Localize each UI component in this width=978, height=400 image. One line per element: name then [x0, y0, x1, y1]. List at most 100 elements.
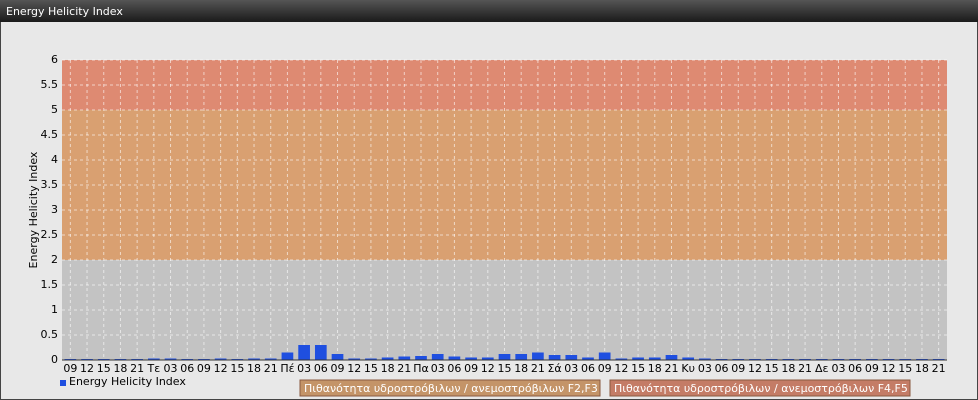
x-tick-label: 03: [164, 362, 178, 375]
y-axis-label: Energy Helicity Index: [27, 151, 40, 268]
band-legend-label: Πιθανότητα υδροστρόβιλων / ανεμοστρόβιλω…: [614, 382, 908, 395]
x-tick-label: 12: [882, 362, 896, 375]
x-tick-label: 21: [264, 362, 278, 375]
y-tick-label: 4.5: [41, 128, 59, 141]
x-tick-label: 12: [347, 362, 361, 375]
x-tick-label: 18: [381, 362, 395, 375]
bar: [582, 357, 594, 360]
x-tick-label: Τε: [147, 362, 161, 375]
x-tick-label: Πέ: [280, 362, 294, 375]
x-tick-label: 06: [715, 362, 729, 375]
title-bar: [0, 0, 978, 22]
x-tick-label: 21: [531, 362, 545, 375]
x-tick-label: 03: [698, 362, 712, 375]
y-tick-label: 2.5: [41, 228, 59, 241]
y-tick-label: 3: [51, 203, 58, 216]
bar: [615, 358, 628, 360]
band-legend-label: Πιθανότητα υδροστρόβιλων / ανεμοστρόβιλω…: [304, 382, 598, 395]
bar: [448, 356, 461, 360]
bar: [465, 357, 477, 360]
x-tick-label: 15: [97, 362, 111, 375]
x-tick-label: 09: [598, 362, 612, 375]
x-tick-label: 09: [63, 362, 77, 375]
bar: [699, 358, 711, 360]
x-tick-label: Πα: [413, 362, 429, 375]
x-tick-label: 09: [197, 362, 211, 375]
x-tick-label: 03: [831, 362, 845, 375]
x-tick-label: 09: [464, 362, 478, 375]
legend-label: Energy Helicity Index: [69, 375, 186, 388]
y-tick-label: 1.5: [41, 278, 59, 291]
x-tick-label: 18: [113, 362, 127, 375]
bar: [648, 357, 661, 360]
x-tick-label: Δε: [815, 362, 829, 375]
bar: [682, 357, 695, 360]
x-tick-label: 06: [581, 362, 595, 375]
x-tick-label: 18: [514, 362, 528, 375]
band-legend-box: [299, 379, 601, 397]
bar: [532, 352, 544, 360]
x-tick-label: 15: [765, 362, 779, 375]
bar: [214, 358, 227, 360]
y-tick-label: 6: [51, 53, 58, 66]
x-tick-label: 15: [364, 362, 378, 375]
y-tick-label: 0.5: [41, 328, 59, 341]
bar: [481, 357, 494, 360]
bar: [248, 358, 260, 360]
x-tick-label: 15: [230, 362, 244, 375]
x-tick-label: 18: [781, 362, 795, 375]
x-tick-label: 06: [447, 362, 461, 375]
x-tick-label: 21: [664, 362, 678, 375]
x-tick-label: 15: [631, 362, 645, 375]
x-tick-label: 21: [932, 362, 946, 375]
y-tick-label: 1: [51, 303, 58, 316]
x-tick-label: 12: [214, 362, 228, 375]
y-tick-label: 0: [51, 353, 58, 366]
y-tick-label: 5.5: [41, 78, 59, 91]
bar: [415, 356, 427, 360]
y-tick-label: 4: [51, 153, 58, 166]
x-tick-label: 03: [431, 362, 445, 375]
bar: [314, 345, 327, 360]
x-tick-label: Κυ: [681, 362, 695, 375]
x-tick-label: 09: [731, 362, 745, 375]
y-tick-label: 2: [51, 253, 58, 266]
x-tick-label: 09: [865, 362, 879, 375]
x-tick-label: 18: [247, 362, 261, 375]
bar: [665, 355, 678, 360]
x-tick-label: 21: [397, 362, 411, 375]
bar: [431, 354, 444, 360]
x-tick-label: 15: [898, 362, 912, 375]
bar: [565, 355, 578, 360]
bar: [515, 354, 528, 360]
bar: [398, 356, 411, 360]
x-tick-label: 12: [80, 362, 94, 375]
bar: [331, 354, 344, 360]
bar: [381, 357, 394, 360]
x-tick-label: 18: [648, 362, 662, 375]
bar: [598, 352, 611, 360]
bar: [632, 357, 644, 360]
bar: [281, 352, 294, 360]
x-tick-label: Σά: [547, 362, 561, 375]
x-tick-label: 12: [748, 362, 762, 375]
bar: [147, 358, 160, 360]
x-tick-label: 21: [798, 362, 812, 375]
x-tick-label: 03: [297, 362, 311, 375]
band-legend-box: [609, 379, 911, 397]
bar: [365, 358, 377, 360]
y-tick-label: 3.5: [41, 178, 59, 191]
x-tick-label: 12: [614, 362, 628, 375]
bar: [298, 345, 310, 360]
bar: [498, 354, 511, 360]
x-tick-label: 06: [180, 362, 194, 375]
x-tick-label: 06: [848, 362, 862, 375]
x-tick-label: 06: [314, 362, 328, 375]
x-tick-label: 15: [498, 362, 512, 375]
bar: [348, 358, 361, 360]
chart-title: Energy Helicity Index: [6, 5, 123, 18]
x-tick-label: 18: [915, 362, 929, 375]
x-tick-label: 03: [564, 362, 578, 375]
x-tick-label: 21: [130, 362, 144, 375]
bar: [548, 355, 561, 360]
